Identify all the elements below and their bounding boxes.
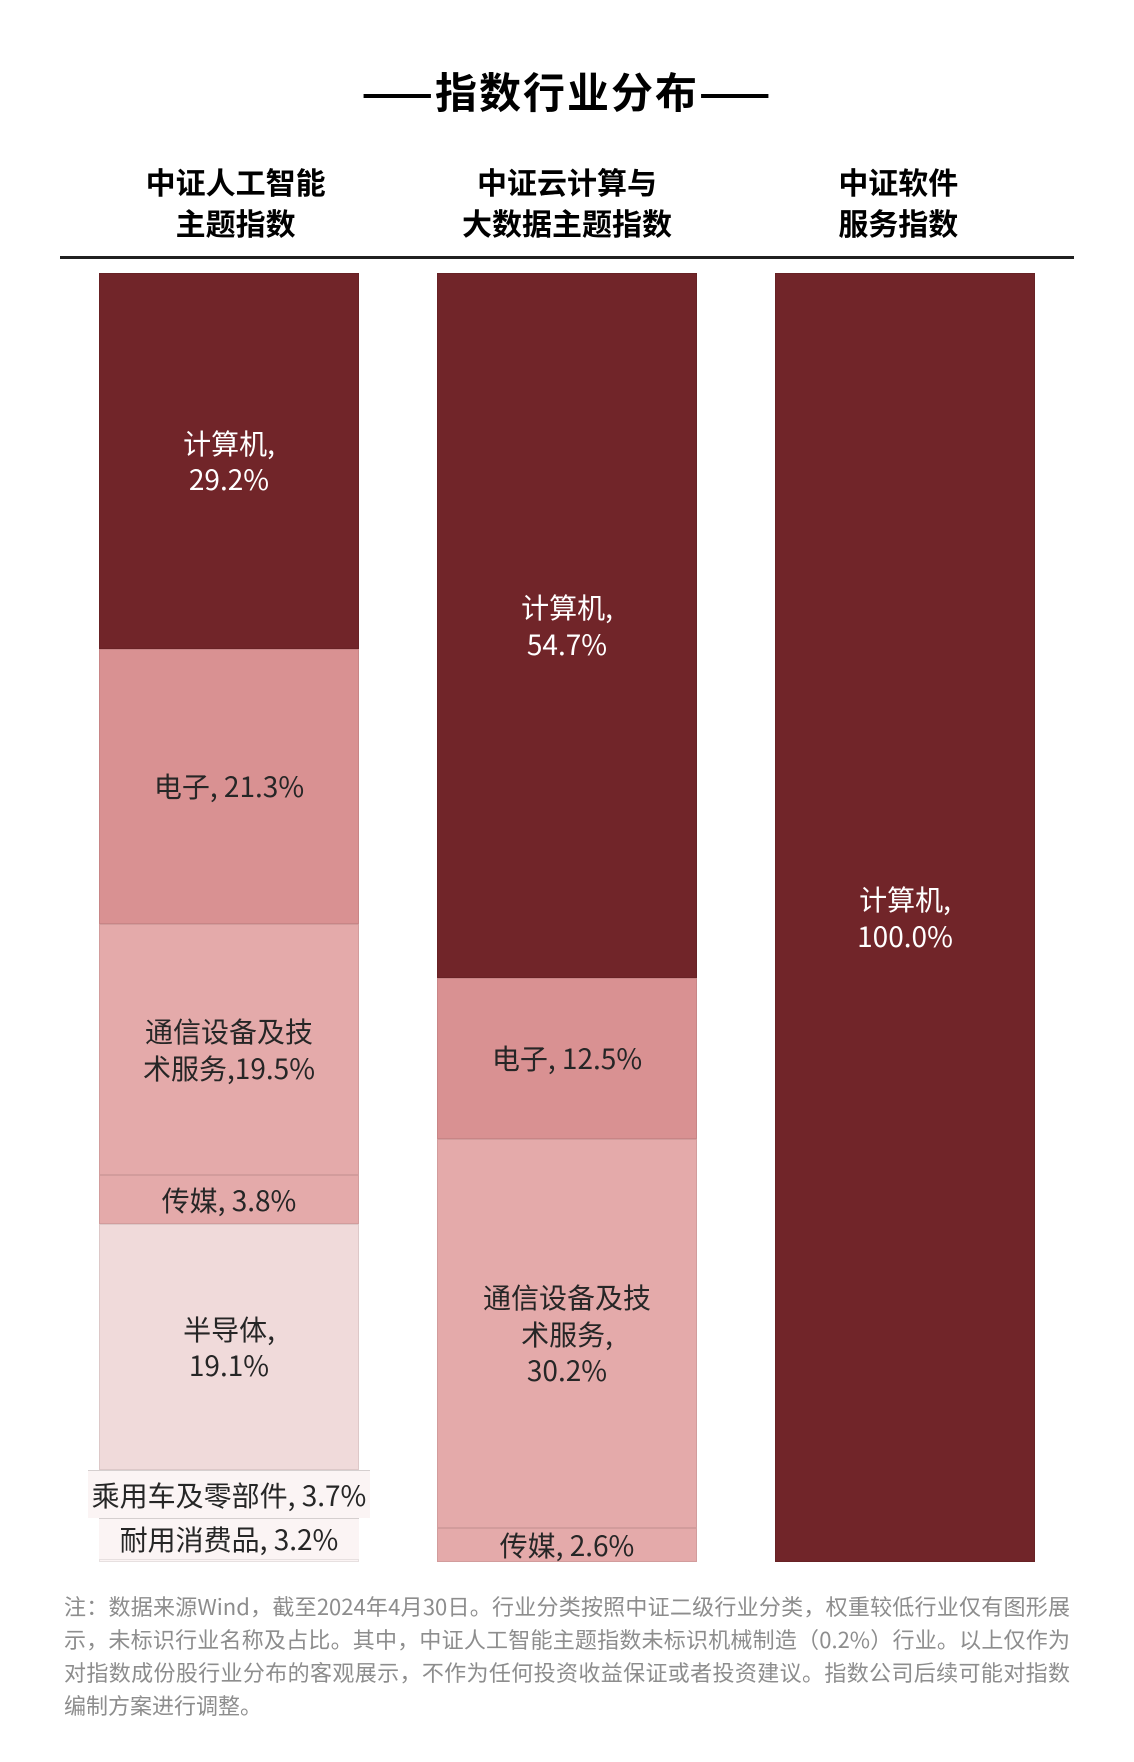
chart-segment: 计算机, 54.7%	[437, 273, 697, 978]
chart-segment: 传媒, 2.6%	[437, 1528, 697, 1562]
chart-segment: 耐用消费品, 3.2%	[99, 1518, 359, 1559]
chart-segment: 电子, 21.3%	[99, 649, 359, 924]
chart-segment: 传媒, 3.8%	[99, 1175, 359, 1224]
chart-segment: 计算机, 29.2%	[99, 273, 359, 649]
chart-segment: 电子, 12.5%	[437, 978, 697, 1139]
chart-column-stack: 计算机, 29.2%电子, 21.3%通信设备及技 术服务,19.5%传媒, 3…	[99, 273, 359, 1562]
footnote: 注：数据来源Wind，截至2024年4月30日。行业分类按照中证二级行业分类，权…	[60, 1590, 1074, 1722]
column-header-cloud: 中证云计算与 大数据主题指数	[401, 161, 732, 242]
chart-title: ——指数行业分布——	[60, 60, 1074, 121]
chart-column-stack: 计算机, 54.7%电子, 12.5%通信设备及技 术服务, 30.2%传媒, …	[437, 273, 697, 1562]
column-header-ai: 中证人工智能 主题指数	[70, 161, 401, 242]
chart-segment: 计算机, 100.0%	[775, 273, 1035, 1562]
chart-column: 计算机, 54.7%电子, 12.5%通信设备及技 术服务, 30.2%传媒, …	[398, 273, 736, 1562]
page: ——指数行业分布—— 中证人工智能 主题指数 中证云计算与 大数据主题指数 中证…	[0, 0, 1134, 1762]
chart-segment: 通信设备及技 术服务, 30.2%	[437, 1139, 697, 1528]
stacked-bar-chart: 计算机, 29.2%电子, 21.3%通信设备及技 术服务,19.5%传媒, 3…	[60, 273, 1074, 1562]
chart-segment	[99, 1559, 359, 1562]
column-headers: 中证人工智能 主题指数 中证云计算与 大数据主题指数 中证软件 服务指数	[60, 161, 1074, 242]
chart-column: 计算机, 100.0%	[736, 273, 1074, 1562]
header-rule	[60, 256, 1074, 259]
chart-segment: 通信设备及技 术服务,19.5%	[99, 924, 359, 1175]
chart-column: 计算机, 29.2%电子, 21.3%通信设备及技 术服务,19.5%传媒, 3…	[60, 273, 398, 1562]
column-header-software: 中证软件 服务指数	[733, 161, 1064, 242]
chart-segment: 乘用车及零部件, 3.7%	[88, 1470, 371, 1518]
chart-segment: 半导体, 19.1%	[99, 1224, 359, 1470]
chart-column-stack: 计算机, 100.0%	[775, 273, 1035, 1562]
